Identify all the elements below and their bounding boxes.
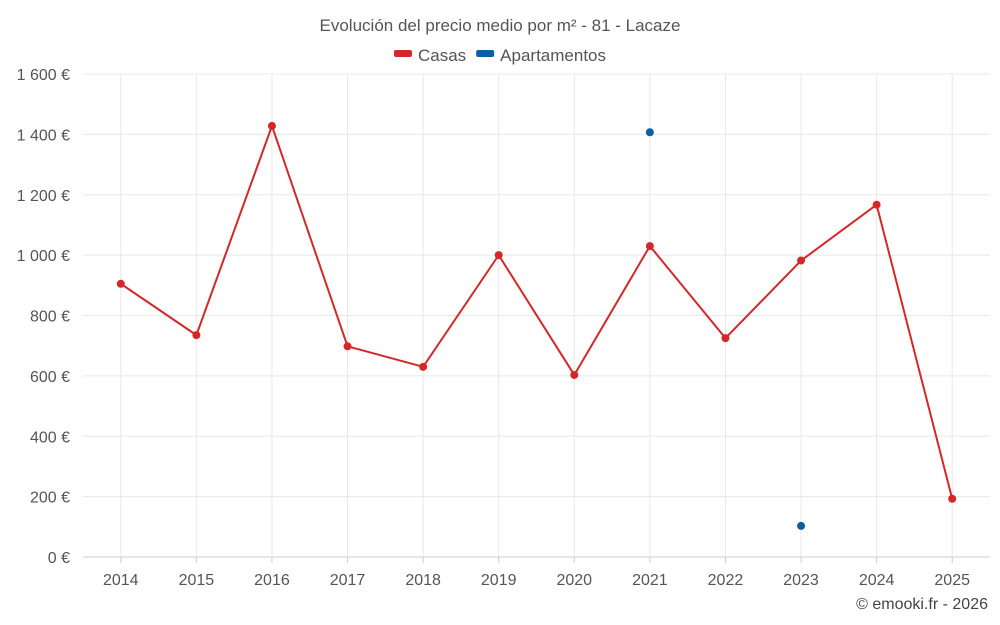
series-layer [116,121,957,530]
legend-label: Apartamentos [500,46,606,65]
x-tick-label: 2015 [179,572,215,589]
series-casas [116,121,957,503]
y-tick-label: 600 € [30,369,70,386]
series-line-casas [120,124,954,499]
data-point-casas[interactable] [948,494,957,503]
credit-text: © emooki.fr - 2026 [856,596,988,613]
data-point-casas[interactable] [494,251,503,260]
legend-swatch [476,50,495,57]
x-tick-label: 2017 [330,572,366,589]
x-tick-label: 2021 [632,572,668,589]
data-point-casas[interactable] [192,331,201,340]
x-tick-label: 2022 [708,572,744,589]
x-tick-label: 2016 [254,572,290,589]
legend: Casas Apartamentos [393,46,606,65]
y-tick-label: 1 000 € [17,248,70,265]
x-tick-label: 2014 [103,572,139,589]
data-point-apartamentos[interactable] [645,128,654,137]
x-tick-label: 2025 [934,572,970,589]
data-point-casas[interactable] [267,121,276,130]
y-tick-label: 1 200 € [17,188,70,205]
y-tick-label: 1 400 € [17,127,70,144]
data-point-casas[interactable] [721,334,730,343]
data-point-casas[interactable] [797,256,806,265]
data-point-casas[interactable] [343,342,352,351]
legend-item-apartamentos[interactable]: Apartamentos [476,46,606,65]
x-tick-label: 2019 [481,572,517,589]
data-point-casas[interactable] [872,200,881,209]
legend-swatch [393,50,412,57]
y-tick-label: 0 € [48,550,70,567]
y-axis: 0 € 200 € 400 € 600 € 800 € 1 000 € 1 200 € 1 4… [17,67,70,567]
x-tick-label: 2024 [859,572,895,589]
x-tick-label: 2023 [783,572,819,589]
data-point-apartamentos[interactable] [797,521,806,530]
y-tick-label: 400 € [30,429,70,446]
data-point-casas[interactable] [645,242,654,251]
x-tick-label: 2020 [556,572,592,589]
chart-title: Evolución del precio medio por m² - 81 -… [320,16,681,35]
x-axis: 2014 2015 2016 2017 2018 2019 2020 2021 2022 2023… [103,557,970,589]
data-point-casas[interactable] [570,370,579,379]
y-tick-label: 200 € [30,490,70,507]
x-tick-label: 2018 [405,572,441,589]
data-point-casas[interactable] [419,362,428,371]
legend-item-casas[interactable]: Casas [393,46,466,65]
y-tick-label: 1 600 € [17,67,70,84]
y-tick-label: 800 € [30,309,70,326]
series-apartamentos [645,128,806,530]
legend-label: Casas [418,46,466,65]
data-point-casas[interactable] [116,279,125,288]
